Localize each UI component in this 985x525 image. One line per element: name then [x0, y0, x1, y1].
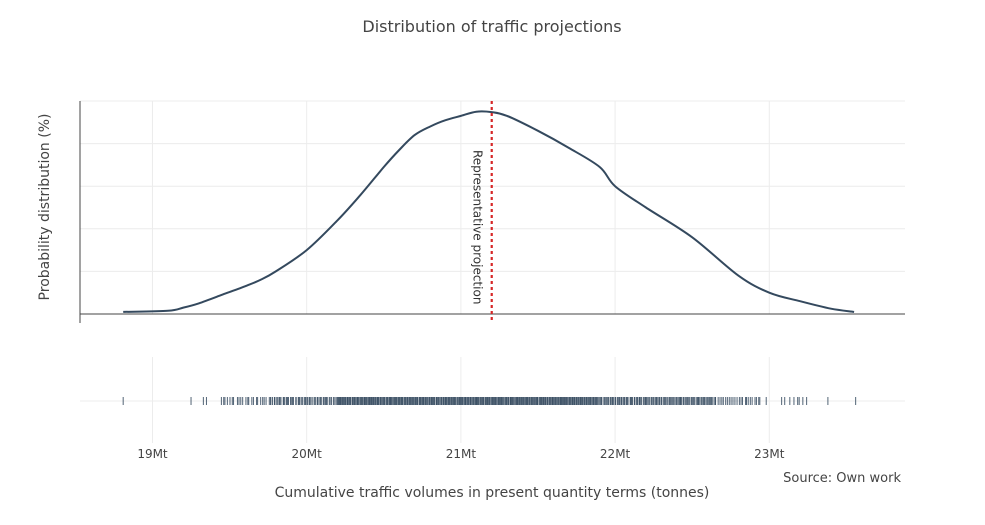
source-note: Source: Own work [783, 471, 901, 486]
x-tick-labels: 19Mt 20Mt 21Mt 22Mt 23Mt [137, 447, 784, 461]
x-tick-label: 22Mt [600, 447, 631, 461]
x-tick-label: 20Mt [292, 447, 323, 461]
x-tick-label: 23Mt [754, 447, 785, 461]
x-tick-label: 19Mt [137, 447, 168, 461]
rug-plot [122, 397, 857, 405]
y-axis-title: Probability distribution (%) [37, 114, 53, 301]
density-series-line [123, 110, 855, 313]
representative-projection-label: Representative projection [471, 150, 485, 304]
x-tick-label: 21Mt [446, 447, 477, 461]
x-axis-title: Cumulative traffic volumes in present qu… [275, 485, 710, 501]
chart-title: Distribution of traffic projections [362, 17, 621, 36]
